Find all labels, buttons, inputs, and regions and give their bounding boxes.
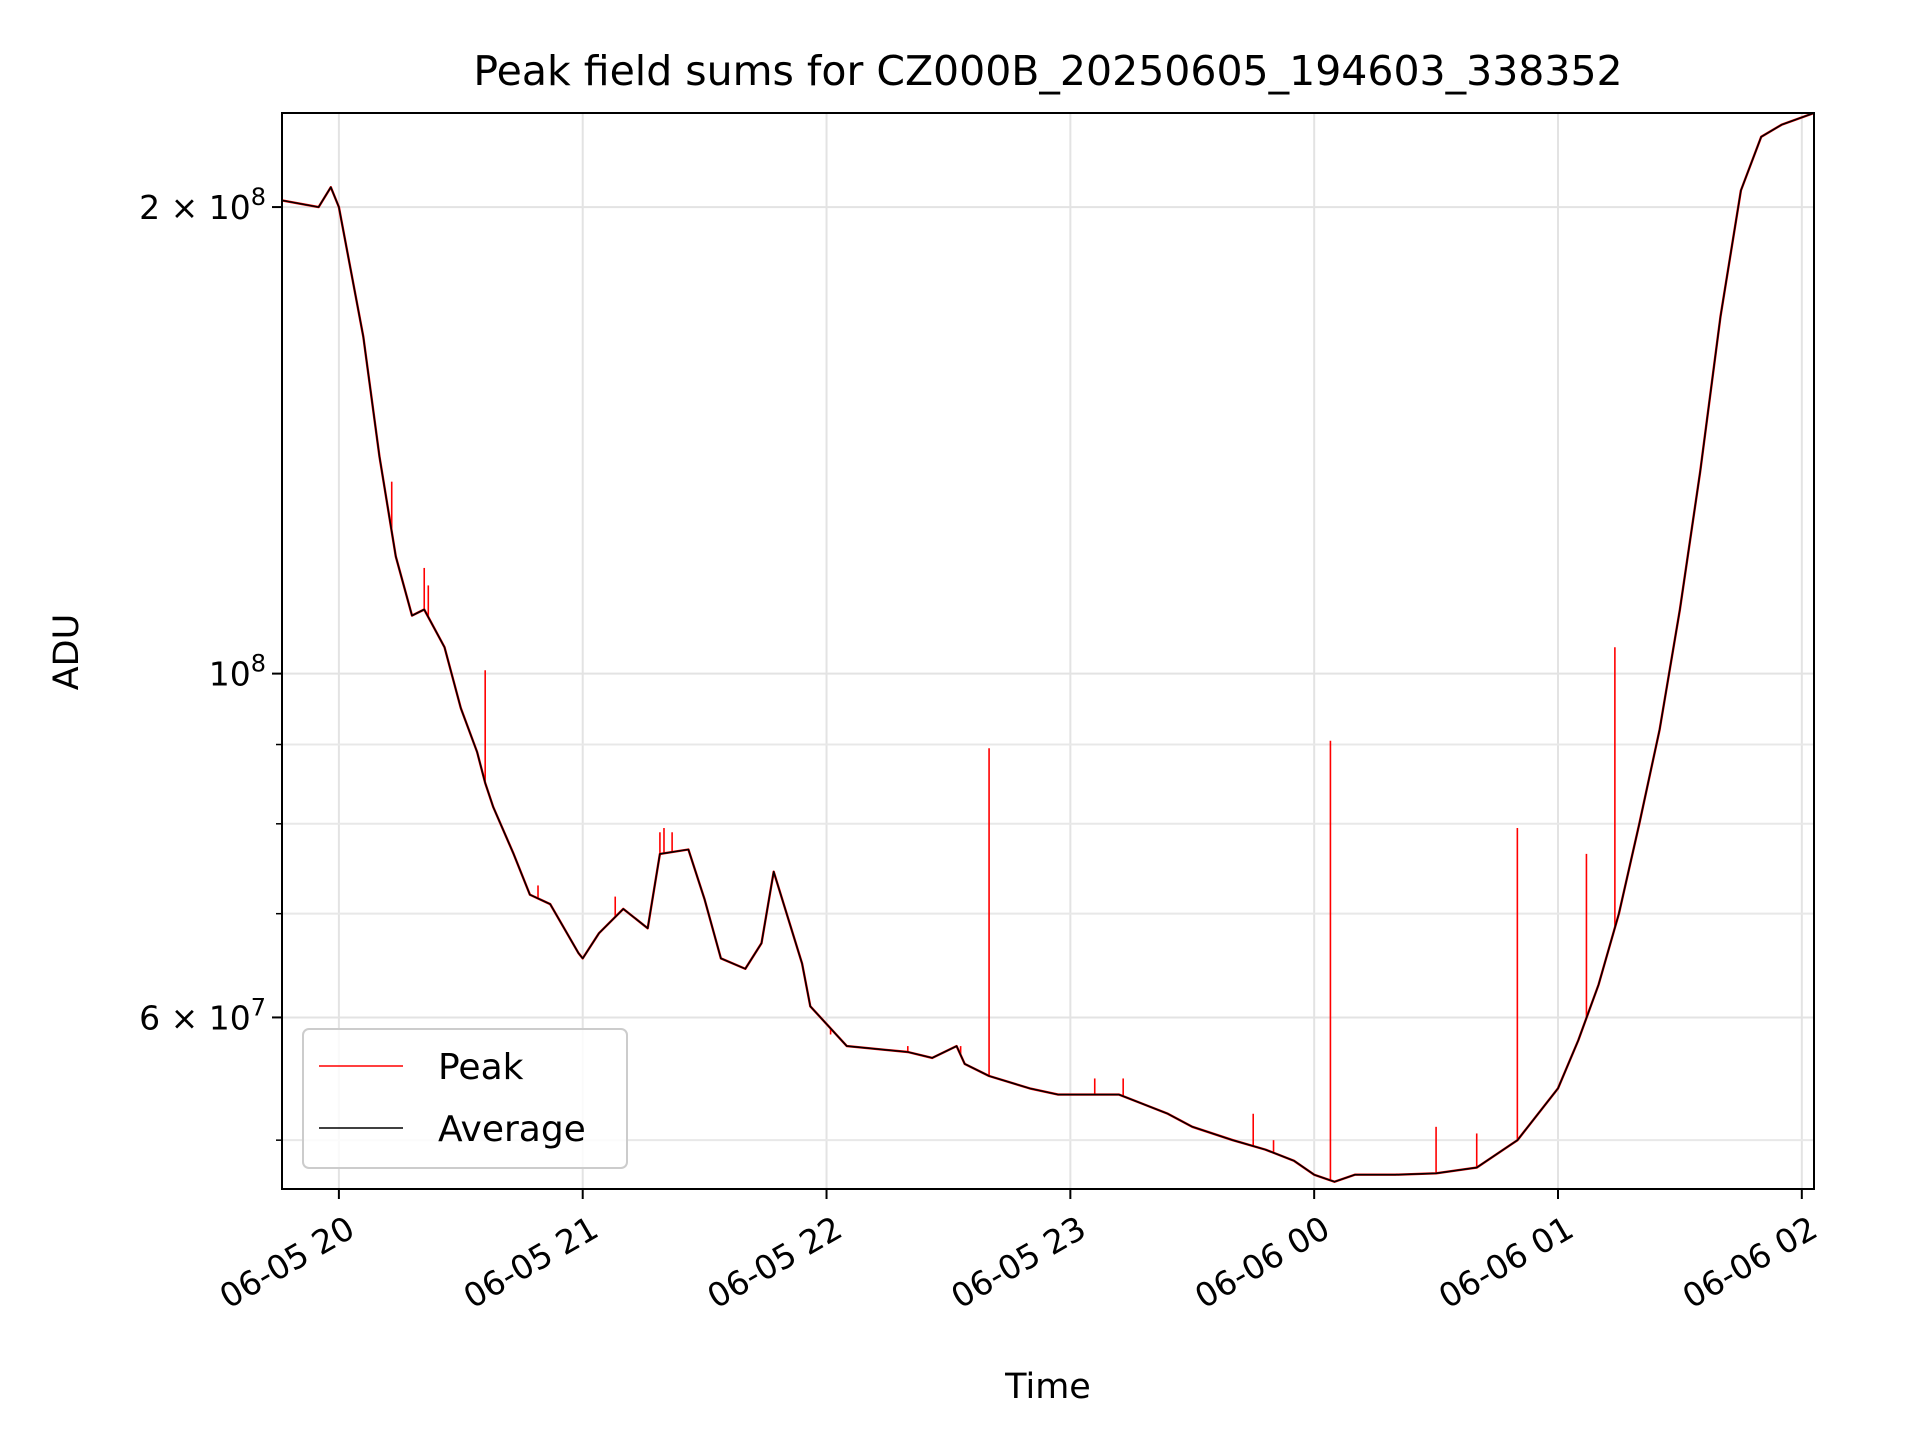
legend: Peak Average	[302, 1028, 628, 1169]
y-tick-label: 6 × 107	[139, 993, 266, 1037]
plot-frame	[281, 112, 1815, 1190]
y-axis: 2 × 108 108 6 × 107	[139, 183, 282, 1141]
grid	[282, 113, 1814, 1189]
x-axis-label: Time	[1004, 1367, 1091, 1407]
legend-average-label: Average	[438, 1109, 586, 1150]
series-line-average	[281, 112, 1815, 1183]
y-tick-label: 108	[209, 650, 266, 694]
y-axis-label: ADU	[47, 614, 87, 691]
legend-box	[302, 1028, 628, 1169]
series-layer	[281, 111, 1815, 1184]
y-tick-label: 2 × 108	[139, 183, 266, 227]
legend-peak-label: Peak	[438, 1047, 524, 1088]
chart-title: Peak field sums for CZ000B_20250605_1946…	[473, 47, 1622, 95]
